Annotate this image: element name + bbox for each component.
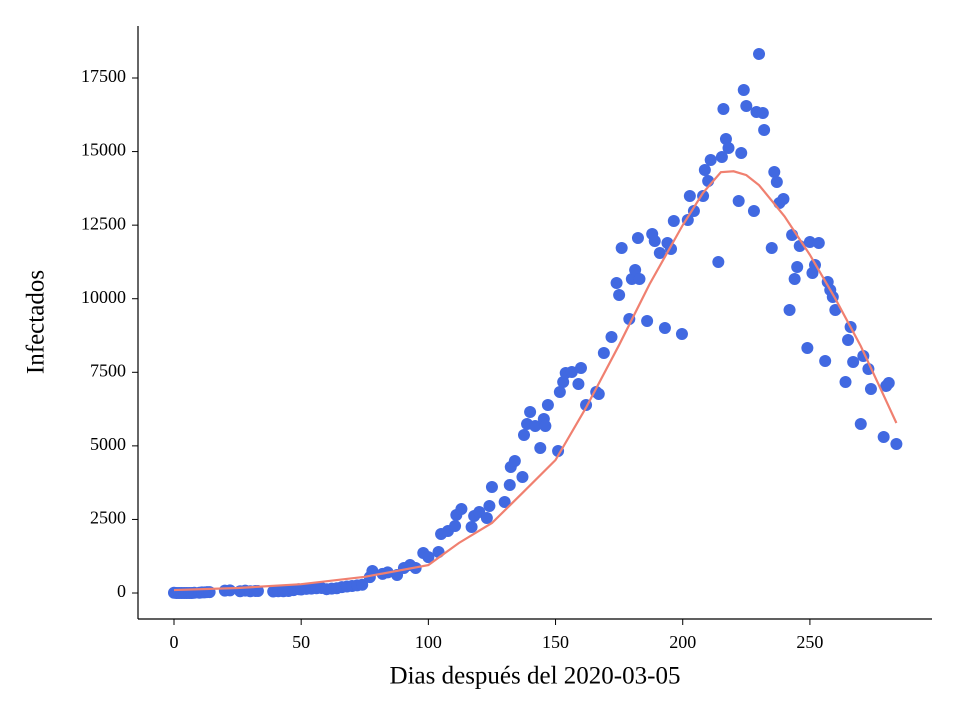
data-point bbox=[653, 247, 666, 260]
data-point bbox=[765, 242, 778, 255]
data-point bbox=[877, 431, 890, 444]
data-point bbox=[819, 354, 832, 367]
y-axis-label: Infectados bbox=[23, 270, 50, 374]
data-point bbox=[623, 312, 636, 325]
data-point bbox=[812, 237, 825, 250]
data-point bbox=[758, 124, 771, 137]
data-point bbox=[517, 429, 530, 442]
data-point bbox=[605, 331, 618, 344]
data-point bbox=[732, 195, 745, 208]
data-point bbox=[783, 303, 796, 316]
data-point bbox=[553, 386, 566, 399]
x-tick-label: 250 bbox=[796, 632, 823, 652]
data-point bbox=[641, 314, 654, 327]
data-point bbox=[722, 142, 735, 155]
data-point bbox=[675, 328, 688, 341]
data-point bbox=[839, 376, 852, 389]
data-point bbox=[648, 235, 661, 248]
data-point bbox=[503, 479, 516, 492]
data-point bbox=[770, 176, 783, 189]
fit-line bbox=[173, 170, 898, 592]
x-tick-label: 50 bbox=[292, 632, 310, 652]
data-point bbox=[534, 442, 547, 455]
data-point bbox=[485, 481, 498, 494]
data-point bbox=[842, 334, 855, 347]
x-tick-label: 100 bbox=[415, 632, 442, 652]
data-point bbox=[890, 438, 903, 451]
data-point bbox=[422, 551, 435, 564]
data-point bbox=[719, 133, 732, 146]
data-point bbox=[704, 154, 717, 167]
data-point bbox=[498, 496, 511, 509]
data-point bbox=[516, 471, 529, 484]
data-point bbox=[529, 420, 542, 433]
data-point bbox=[631, 232, 644, 245]
x-tick-label: 200 bbox=[669, 632, 696, 652]
data-point bbox=[465, 521, 478, 534]
data-point bbox=[712, 256, 725, 269]
data-point bbox=[483, 500, 496, 513]
y-tick-label: 15000 bbox=[81, 140, 126, 160]
data-point bbox=[829, 303, 842, 316]
data-point bbox=[613, 289, 626, 302]
y-tick-label: 7500 bbox=[90, 360, 126, 380]
y-tick-label: 0 bbox=[117, 581, 126, 601]
data-point bbox=[854, 418, 867, 431]
y-tick-label: 12500 bbox=[81, 213, 126, 233]
data-point bbox=[683, 190, 696, 203]
data-point bbox=[803, 236, 816, 249]
data-point bbox=[735, 147, 748, 160]
data-point bbox=[574, 361, 587, 374]
data-point bbox=[449, 520, 462, 533]
data-point bbox=[864, 383, 877, 396]
y-tick-label: 10000 bbox=[81, 287, 126, 307]
data-point bbox=[524, 406, 537, 419]
data-point bbox=[539, 420, 552, 433]
y-tick-label: 5000 bbox=[90, 434, 126, 454]
y-tick-label: 17500 bbox=[81, 66, 126, 86]
data-point bbox=[432, 546, 445, 559]
data-point bbox=[633, 273, 646, 286]
data-point bbox=[629, 263, 642, 276]
data-point bbox=[565, 366, 578, 379]
data-point bbox=[480, 512, 493, 525]
data-point bbox=[862, 362, 875, 375]
data-point bbox=[455, 503, 468, 516]
data-point bbox=[557, 376, 570, 389]
data-point bbox=[847, 355, 860, 368]
data-point bbox=[788, 273, 801, 286]
data-point bbox=[747, 205, 760, 218]
data-point bbox=[753, 48, 766, 61]
data-point bbox=[777, 193, 790, 206]
data-point bbox=[737, 84, 750, 97]
data-point bbox=[597, 347, 610, 360]
data-point bbox=[610, 277, 623, 290]
y-tick-label: 2500 bbox=[90, 508, 126, 528]
data-point bbox=[768, 166, 781, 179]
data-point bbox=[791, 260, 804, 273]
data-point bbox=[717, 103, 730, 116]
data-point bbox=[715, 151, 728, 164]
data-point bbox=[541, 399, 554, 412]
data-point bbox=[756, 107, 769, 120]
data-point bbox=[658, 322, 671, 335]
x-tick-label: 0 bbox=[169, 632, 178, 652]
data-point bbox=[740, 100, 753, 113]
data-point bbox=[801, 342, 814, 355]
x-tick-label: 150 bbox=[542, 632, 569, 652]
data-point bbox=[572, 378, 585, 391]
data-point bbox=[615, 242, 628, 255]
data-point bbox=[698, 164, 711, 177]
data-point bbox=[882, 377, 895, 390]
data-point bbox=[508, 455, 521, 468]
data-point bbox=[552, 445, 565, 458]
x-axis-label: Dias después del 2020-03-05 bbox=[390, 663, 681, 690]
data-point bbox=[223, 584, 236, 597]
data-point bbox=[356, 578, 369, 591]
data-point bbox=[667, 215, 680, 228]
